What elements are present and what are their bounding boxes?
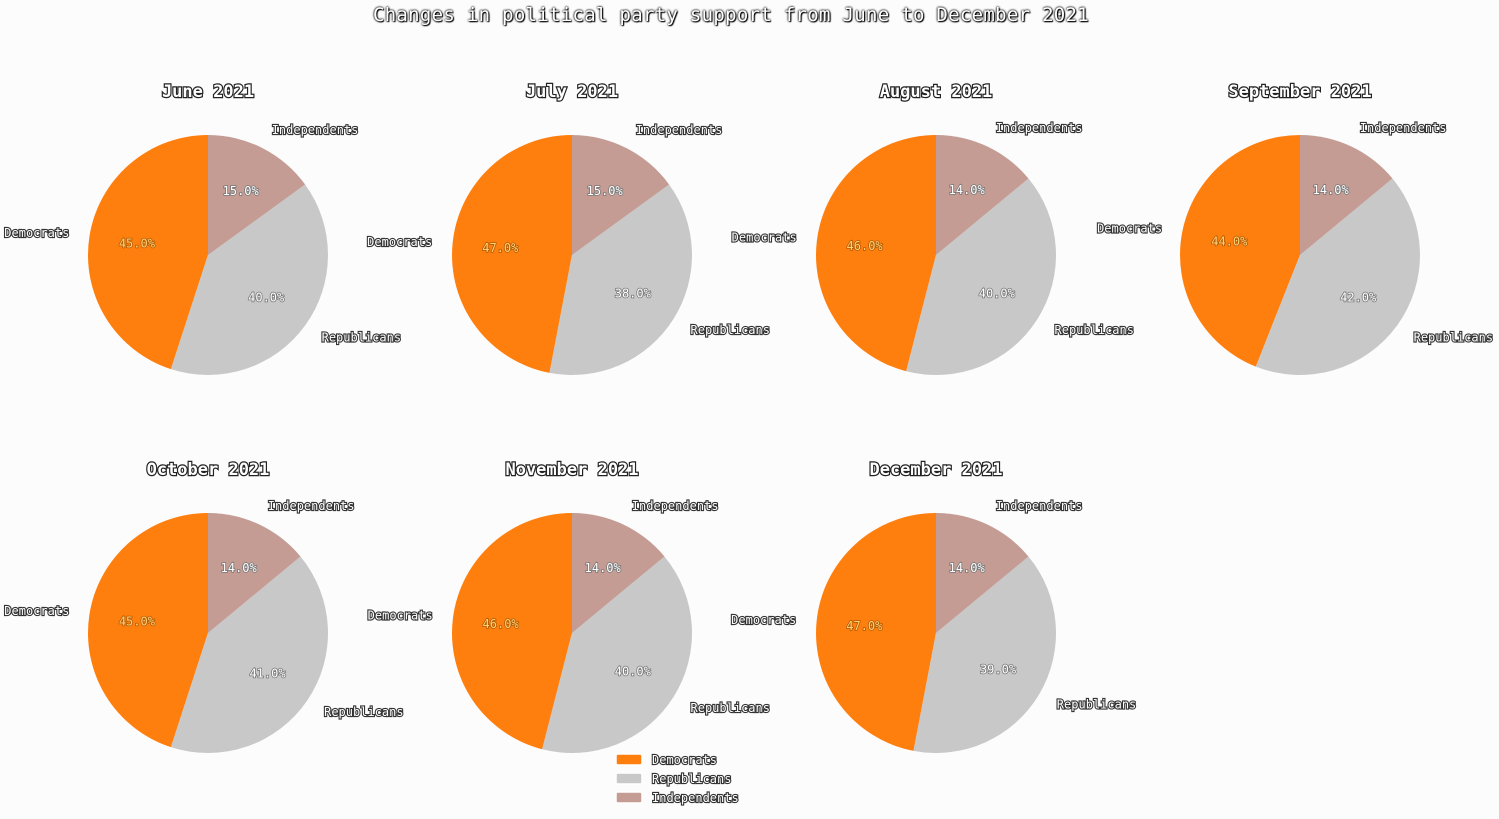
pie-chart: October 2021 Democrats 45.0% Republicans 41.… [3,459,405,754]
slice-percent-label: 14.0% [949,561,986,575]
slice-percent-label: 47.0% [846,619,883,633]
legend-label: Republicans [652,772,731,786]
slice-percent-label: 45.0% [119,237,156,251]
pie-slice-republicans [549,184,692,375]
slice-percent-label: 41.0% [249,667,286,681]
slice-category-label: Republicans [691,701,770,715]
chart-title: Changes in political party support from … [372,4,1090,26]
slice-category-label: Democrats [4,226,69,240]
pie-chart: December 2021 Democrats 47.0% Republicans 39… [730,459,1137,753]
pie-title: October 2021 [147,460,270,480]
pie-slice-republicans [170,184,328,376]
slice-category-label: Independents [1360,121,1447,135]
pie-slice-independents [936,513,1029,633]
pie-chart: November 2021 Democrats 46.0% Republicans 40… [367,459,771,753]
slice-category-label: Independents [268,499,355,513]
slice-percent-label: 40.0% [248,290,285,304]
legend-label: Independents [652,791,739,805]
pie-slice-democrats [1180,135,1300,367]
pie-slice-republicans [170,556,328,754]
slice-percent-label: 38.0% [615,287,652,301]
pie-slice-independents [208,513,301,633]
slice-category-label: Republicans [1057,698,1136,712]
slice-percent-label: 14.0% [949,183,986,197]
pie-slice-republicans [906,178,1056,375]
slice-percent-label: 39.0% [980,663,1017,677]
slice-category-label: Democrats [367,235,432,249]
slice-percent-label: 47.0% [482,241,519,255]
pie-title: June 2021 [162,82,254,102]
slice-percent-label: 46.0% [483,617,520,631]
legend-swatch-democrats [615,753,643,766]
slice-category-label: Independents [272,123,359,137]
slice-percent-label: 40.0% [615,665,652,679]
pie-title: August 2021 [880,82,993,102]
slice-percent-label: 45.0% [119,615,156,629]
slice-percent-label: 15.0% [587,184,624,198]
pie-slice-republicans [913,556,1056,753]
pie-slice-independents [572,135,670,255]
pie-slice-independents [208,135,306,255]
legend-swatch-republicans [615,772,643,785]
slice-category-label: Independents [996,121,1083,135]
slice-percent-label: 15.0% [223,184,260,198]
pie-chart: July 2021 Democrats 47.0% Republicans 38.0% I… [366,81,771,375]
pie-title: July 2021 [526,82,618,102]
slice-category-label: Democrats [731,613,796,627]
pie-chart: September 2021 Democrats 44.0% Republicans 4… [1096,81,1494,375]
pie-slice-independents [936,135,1029,255]
pie-slice-independents [572,513,665,633]
slice-percent-label: 46.0% [847,239,884,253]
slice-category-label: Republicans [1414,331,1493,345]
pie-chart: June 2021 Democrats 45.0% Republicans 40.0% I… [3,81,402,376]
pie-slice-democrats [87,513,208,748]
pie-slice-independents [1300,135,1393,255]
pie-slice-democrats [452,135,572,373]
pie-slice-democrats [816,135,936,372]
pie-title: September 2021 [1228,82,1371,102]
legend: Democrats Republicans Independents [615,752,740,806]
pie-slice-republicans [1255,178,1420,375]
slice-percent-label: 44.0% [1211,235,1248,249]
slice-category-label: Independents [636,123,723,137]
pie-slice-democrats [87,135,208,370]
slice-category-label: Democrats [1097,222,1162,236]
slice-category-label: Democrats [368,608,433,622]
legend-label: Democrats [652,753,717,767]
pie-title: December 2021 [869,460,1002,480]
slice-category-label: Republicans [322,331,401,345]
slice-category-label: Democrats [4,604,69,618]
pie-slice-democrats [816,513,936,751]
slice-percent-label: 14.0% [221,561,258,575]
slice-category-label: Republicans [1055,323,1134,337]
slice-percent-label: 14.0% [585,561,622,575]
slice-category-label: Democrats [732,230,797,244]
slice-category-label: Independents [632,499,719,513]
slice-category-label: Republicans [324,705,403,719]
pie-title: November 2021 [505,460,638,480]
pie-slice-republicans [542,556,692,753]
pie-slice-democrats [452,513,572,750]
pie-chart: August 2021 Democrats 46.0% Republicans 40.0… [731,81,1135,375]
legend-swatch-independents [615,791,643,804]
slice-percent-label: 42.0% [1340,290,1377,304]
slice-category-label: Independents [996,499,1083,513]
slice-percent-label: 40.0% [979,287,1016,301]
slice-percent-label: 14.0% [1313,183,1350,197]
slice-category-label: Republicans [691,323,770,337]
